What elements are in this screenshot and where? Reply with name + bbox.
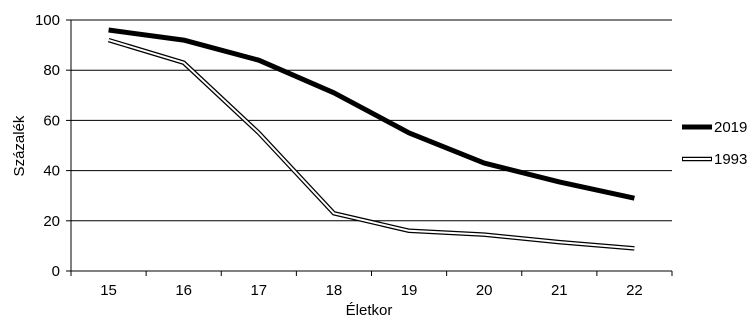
x-tick-label-22: 22 <box>626 282 643 299</box>
y-tick-label-80: 80 <box>43 62 60 79</box>
y-tick-label-40: 40 <box>43 163 60 180</box>
y-tick-label-60: 60 <box>43 112 60 129</box>
y-tick-label-20: 20 <box>43 213 60 230</box>
axes <box>66 19 673 276</box>
x-tick-label-16: 16 <box>175 282 192 299</box>
x-tick-label-18: 18 <box>326 282 343 299</box>
tick-labels: 0 20 40 60 80 100 15 16 17 18 19 20 21 22 <box>35 12 643 299</box>
gridlines <box>71 19 672 222</box>
series-lines <box>107 27 635 251</box>
y-tick-label-0: 0 <box>52 263 60 280</box>
legend-1993-label: 1993 <box>714 151 747 168</box>
x-tick-label-17: 17 <box>250 282 267 299</box>
x-axis-title: Életkor <box>346 302 393 319</box>
y-tick-label-100: 100 <box>35 12 60 29</box>
series-1993-line-outer <box>107 37 635 251</box>
x-tick-label-15: 15 <box>100 282 117 299</box>
x-tick-label-21: 21 <box>551 282 568 299</box>
legend: 2019 1993 <box>682 119 747 168</box>
x-tick-label-19: 19 <box>401 282 418 299</box>
legend-2019-label: 2019 <box>714 119 747 136</box>
series-1993-line-inner <box>108 39 635 250</box>
series-2019-line <box>108 27 635 201</box>
y-axis-title: Százalék <box>11 115 28 176</box>
x-tick-label-20: 20 <box>476 282 493 299</box>
